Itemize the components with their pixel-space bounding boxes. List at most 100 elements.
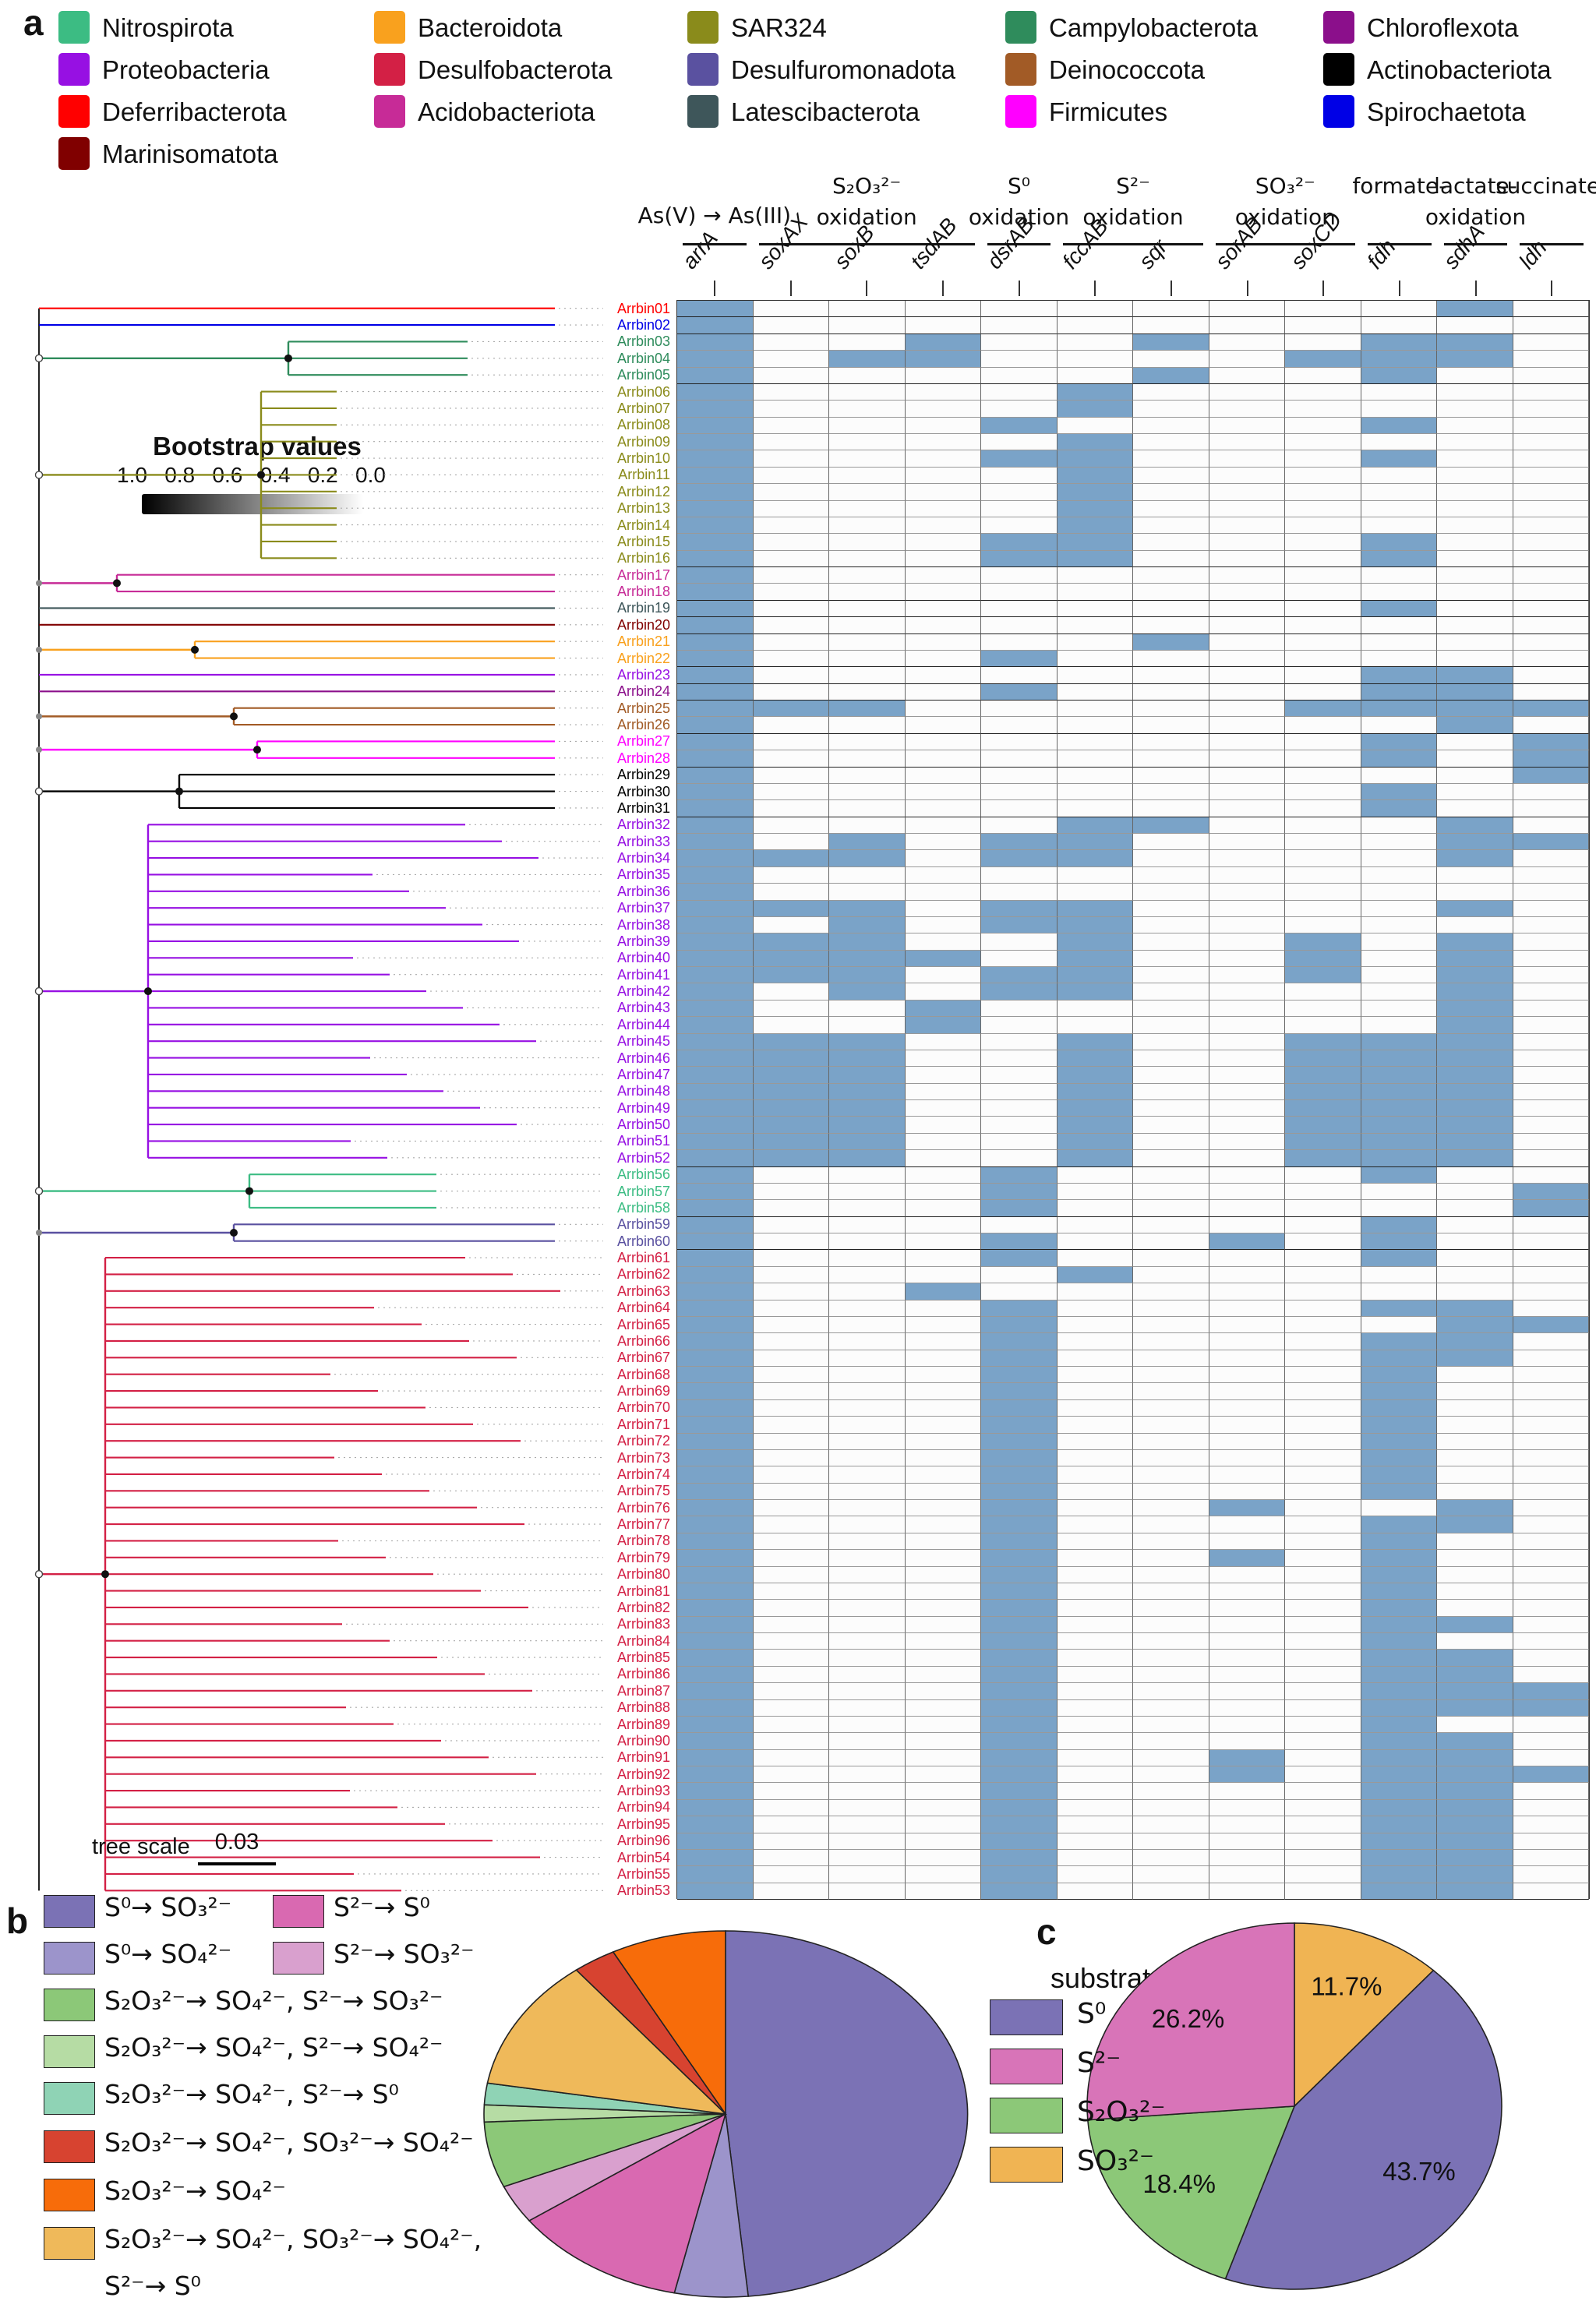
taxon-label: Arrbin10 xyxy=(616,450,670,467)
heatmap-cell xyxy=(1133,701,1209,718)
tree-scale-bar xyxy=(198,1862,276,1865)
heatmap-cell xyxy=(905,584,981,601)
heatmap-cell xyxy=(1209,467,1285,485)
heatmap-cell xyxy=(1285,1449,1361,1467)
heatmap-cell xyxy=(981,1749,1058,1766)
heatmap-cell xyxy=(677,1333,754,1350)
heatmap-cell xyxy=(1513,633,1589,651)
taxon-label: Arrbin31 xyxy=(616,799,670,816)
heatmap-cell xyxy=(1285,1200,1361,1217)
heatmap-cell xyxy=(677,1250,754,1267)
heatmap-cell xyxy=(1209,1166,1285,1184)
taxon-label: Arrbin81 xyxy=(616,1583,670,1599)
taxon-label: Arrbin83 xyxy=(616,1616,670,1632)
heatmap-cell xyxy=(1209,1699,1285,1717)
taxon-label: Arrbin65 xyxy=(616,1316,670,1332)
gene-name: arrA xyxy=(676,226,722,274)
taxon-label: Arrbin88 xyxy=(616,1699,670,1716)
heatmap-row xyxy=(677,933,1589,951)
heatmap-cell xyxy=(1209,1466,1285,1484)
heatmap-cell xyxy=(677,1399,754,1417)
panel-c-label: c xyxy=(1036,1911,1057,1952)
heatmap-cell xyxy=(1437,617,1513,634)
heatmap-cell xyxy=(1209,1650,1285,1667)
heatmap-cell xyxy=(1513,467,1589,485)
heatmap-row xyxy=(677,916,1589,934)
heatmap-cell xyxy=(753,1250,829,1267)
heatmap-cell xyxy=(829,1333,906,1350)
heatmap-cell xyxy=(829,633,906,651)
heatmap-cell xyxy=(1437,550,1513,567)
heatmap-cell xyxy=(981,866,1058,884)
heatmap-cell xyxy=(981,1483,1058,1500)
taxon-label: Arrbin46 xyxy=(616,1050,670,1066)
gene-tick xyxy=(1018,281,1020,296)
heatmap-row xyxy=(677,1550,1589,1567)
heatmap-cell xyxy=(753,1583,829,1600)
heatmap-cell xyxy=(1285,1033,1361,1050)
heatmap-cell xyxy=(1057,1183,1133,1201)
heatmap-cell xyxy=(1513,1333,1589,1350)
heatmap-cell xyxy=(1057,301,1133,318)
pie-percent-label: 26.2% xyxy=(1152,2004,1225,2033)
heatmap-cell xyxy=(1513,584,1589,601)
taxon-label: Arrbin66 xyxy=(616,1332,670,1349)
taxon-label: Arrbin76 xyxy=(616,1499,670,1516)
heatmap-cell xyxy=(1361,1699,1437,1717)
heatmap-cell xyxy=(905,834,981,851)
heatmap-row xyxy=(677,1566,1589,1583)
heatmap-cell xyxy=(1285,1483,1361,1500)
heatmap-cell xyxy=(905,550,981,567)
gene-group-underline xyxy=(1368,243,1432,245)
heatmap-cell xyxy=(677,1699,754,1717)
heatmap-cell xyxy=(753,650,829,668)
heatmap-cell xyxy=(829,383,906,401)
heatmap-cell xyxy=(905,1699,981,1717)
heatmap-cell xyxy=(1285,1799,1361,1817)
heatmap-cell xyxy=(1057,1749,1133,1766)
heatmap-cell xyxy=(1513,783,1589,801)
heatmap-cell xyxy=(1133,1250,1209,1267)
heatmap-cell xyxy=(1361,1883,1437,1900)
heatmap-cell xyxy=(829,683,906,701)
heatmap-cell xyxy=(1133,1699,1209,1717)
heatmap-cell xyxy=(905,1233,981,1251)
heatmap-cell xyxy=(981,1100,1058,1117)
heatmap-row xyxy=(677,683,1589,701)
heatmap-cell xyxy=(905,1650,981,1667)
heatmap-cell xyxy=(1513,484,1589,501)
heatmap-cell xyxy=(1361,450,1437,468)
heatmap-cell xyxy=(753,1783,829,1800)
heatmap-cell xyxy=(1209,1183,1285,1201)
heatmap-cell xyxy=(905,1350,981,1367)
gene-group-label: S⁰ xyxy=(1008,173,1030,199)
heatmap-cell xyxy=(829,1000,906,1018)
heatmap-cell xyxy=(1361,783,1437,801)
heatmap-cell xyxy=(1057,1533,1133,1551)
heatmap-cell xyxy=(905,817,981,834)
heatmap-cell xyxy=(1437,301,1513,318)
heatmap-cell xyxy=(1513,1399,1589,1417)
heatmap-cell xyxy=(1513,450,1589,468)
heatmap-row xyxy=(677,1483,1589,1500)
heatmap-cell xyxy=(1513,834,1589,851)
heatmap-cell xyxy=(1513,1866,1589,1883)
heatmap-cell xyxy=(905,1533,981,1551)
heatmap-cell xyxy=(829,967,906,984)
heatmap-cell xyxy=(1133,1566,1209,1583)
heatmap-cell xyxy=(981,1816,1058,1833)
bootstrap-legend-title: Bootstrap values xyxy=(153,432,362,461)
heatmap-row xyxy=(677,950,1589,967)
bootstrap-gradient-bar xyxy=(142,494,363,514)
heatmap-cell xyxy=(1361,1300,1437,1317)
heatmap-row xyxy=(677,1000,1589,1018)
heatmap-cell xyxy=(677,1417,754,1434)
taxon-label: Arrbin38 xyxy=(616,916,670,933)
heatmap-cell xyxy=(1437,1733,1513,1750)
heatmap-cell xyxy=(1437,967,1513,984)
heatmap-cell xyxy=(1361,1849,1437,1867)
heatmap-cell xyxy=(677,850,754,867)
heatmap-cell xyxy=(1285,767,1361,784)
heatmap-cell xyxy=(1513,733,1589,751)
heatmap-cell xyxy=(753,1200,829,1217)
